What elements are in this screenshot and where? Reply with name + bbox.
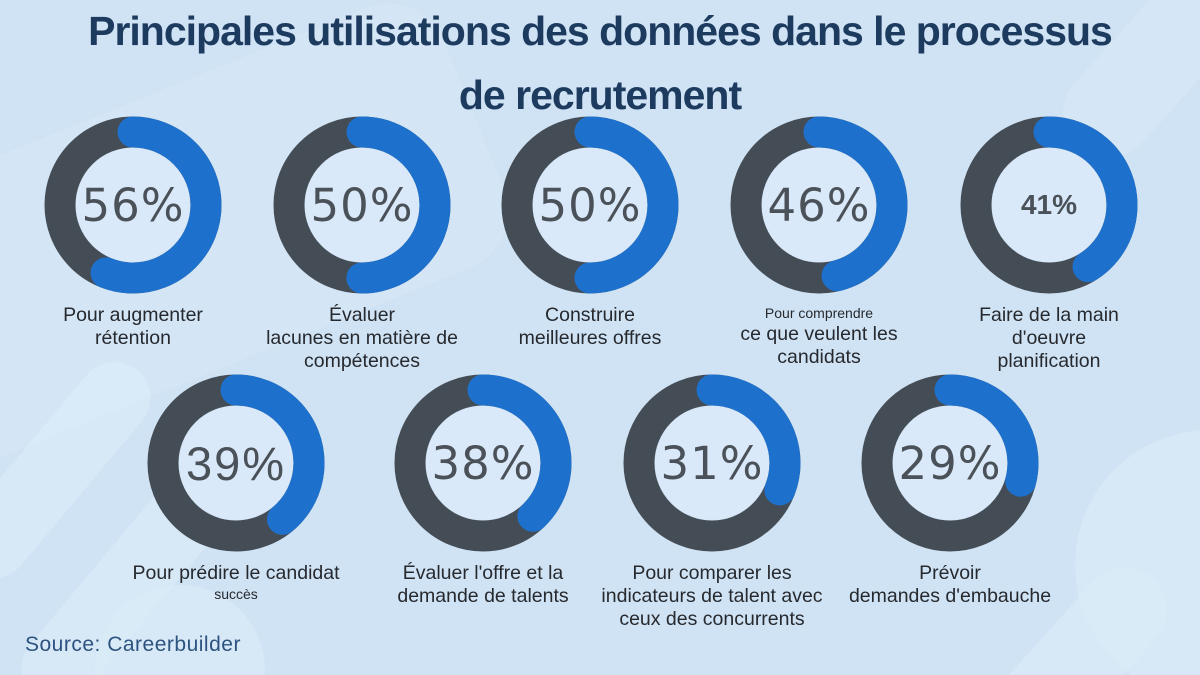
donut-value: 50% <box>538 178 642 232</box>
donut-label-line: Construire <box>545 304 635 326</box>
donut-value: 50% <box>310 178 414 232</box>
donut-label-line: Prévoir <box>919 562 981 584</box>
donut-chart: 29% <box>861 374 1039 552</box>
donut-label-line: Pour comprendre <box>764 305 874 321</box>
donut-value: 39% <box>185 436 287 490</box>
donut-label-line: demandes d'embauche <box>848 585 1052 607</box>
donut-chart: 38% <box>394 374 572 552</box>
chart-title-line-1: Principales utilisations des données dan… <box>88 8 1113 54</box>
donut-hole <box>992 148 1106 262</box>
donut-label-line: ceux des concurrents <box>619 608 805 630</box>
donut-hole <box>533 148 647 262</box>
donut-label: Évaluer lacunes en matière de compétences <box>202 304 522 373</box>
donut-label: Prévoir demandes d'embauche <box>790 562 1110 608</box>
donut-label-line: lacunes en matière de <box>266 327 458 349</box>
donut-label-line: demande de talents <box>397 585 569 607</box>
donut-value: 38% <box>431 436 535 490</box>
donut-hole <box>305 148 419 262</box>
background-decoration <box>1075 430 1200 675</box>
donut-value: 41% <box>1020 189 1078 220</box>
donut-chart: 41% <box>960 116 1138 294</box>
donut-chart: 31% <box>623 374 801 552</box>
donut-value-arc <box>960 116 1138 294</box>
donut-hole <box>655 406 769 520</box>
donut-chart: 39% <box>147 374 325 552</box>
donut-label: Pour augmenter rétention <box>0 304 293 350</box>
donut-value-arc <box>623 374 801 552</box>
donut-label-line: Pour comparer les <box>632 562 792 584</box>
donut-value: 56% <box>81 178 185 232</box>
donut-hole <box>762 148 876 262</box>
donut-label-line: Évaluer l'offre et la <box>402 562 564 584</box>
donut-value: 29% <box>898 436 1002 490</box>
donut-ring <box>273 116 451 294</box>
chart-title-line-2: de recrutement <box>458 72 742 118</box>
donut-chart: 46% <box>730 116 908 294</box>
donut-chart: 56% <box>44 116 222 294</box>
donut-chart: 50% <box>273 116 451 294</box>
donut-label-line: rétention <box>95 327 171 349</box>
donut-ring <box>730 116 908 294</box>
donut-hole <box>893 406 1007 520</box>
donut-label: Construire meilleures offres <box>430 304 750 350</box>
donut-label-line: Faire de la main <box>979 304 1119 326</box>
donut-label-line: ce que veulent les <box>740 323 898 345</box>
donut-label-line: d'oeuvre <box>1011 327 1087 349</box>
donut-label-line: compétences <box>304 350 420 372</box>
source-credit: Source: Careerbuilder <box>25 633 241 656</box>
donut-label-line: Pour augmenter <box>63 304 203 326</box>
donut-label: Pour comprendre ce que veulent les candida… <box>659 304 979 369</box>
donut-value: 31% <box>660 436 764 490</box>
donut-ring <box>623 374 801 552</box>
donut-value-arc <box>44 116 222 294</box>
donut-value-arc <box>501 116 679 294</box>
donut-label: Évaluer l'offre et la demande de talents <box>323 562 643 608</box>
donut-hole <box>76 148 190 262</box>
donut-value-arc <box>147 374 325 552</box>
donut-label-line: Évaluer <box>328 304 396 326</box>
donut-label: Faire de la main d'oeuvre planification <box>889 304 1200 373</box>
donut-ring <box>501 116 679 294</box>
donut-ring <box>960 116 1138 294</box>
donut-ring <box>44 116 222 294</box>
donut-hole <box>426 406 540 520</box>
donut-label-line: planification <box>997 350 1101 372</box>
donut-label-line: indicateurs de talent avec <box>601 585 823 607</box>
donut-chart: 50% <box>501 116 679 294</box>
background-decoration <box>0 347 166 593</box>
donut-value-arc <box>730 116 908 294</box>
donut-value-arc <box>273 116 451 294</box>
donut-value-arc <box>394 374 572 552</box>
donut-label: Pour comparer les indicateurs de talent a… <box>552 562 872 631</box>
donut-ring <box>861 374 1039 552</box>
donut-value: 46% <box>767 178 871 232</box>
donut-ring <box>394 374 572 552</box>
donut-label-line: meilleures offres <box>518 327 662 349</box>
donut-value-arc <box>861 374 1039 552</box>
donut-label-line: candidats <box>777 346 861 368</box>
